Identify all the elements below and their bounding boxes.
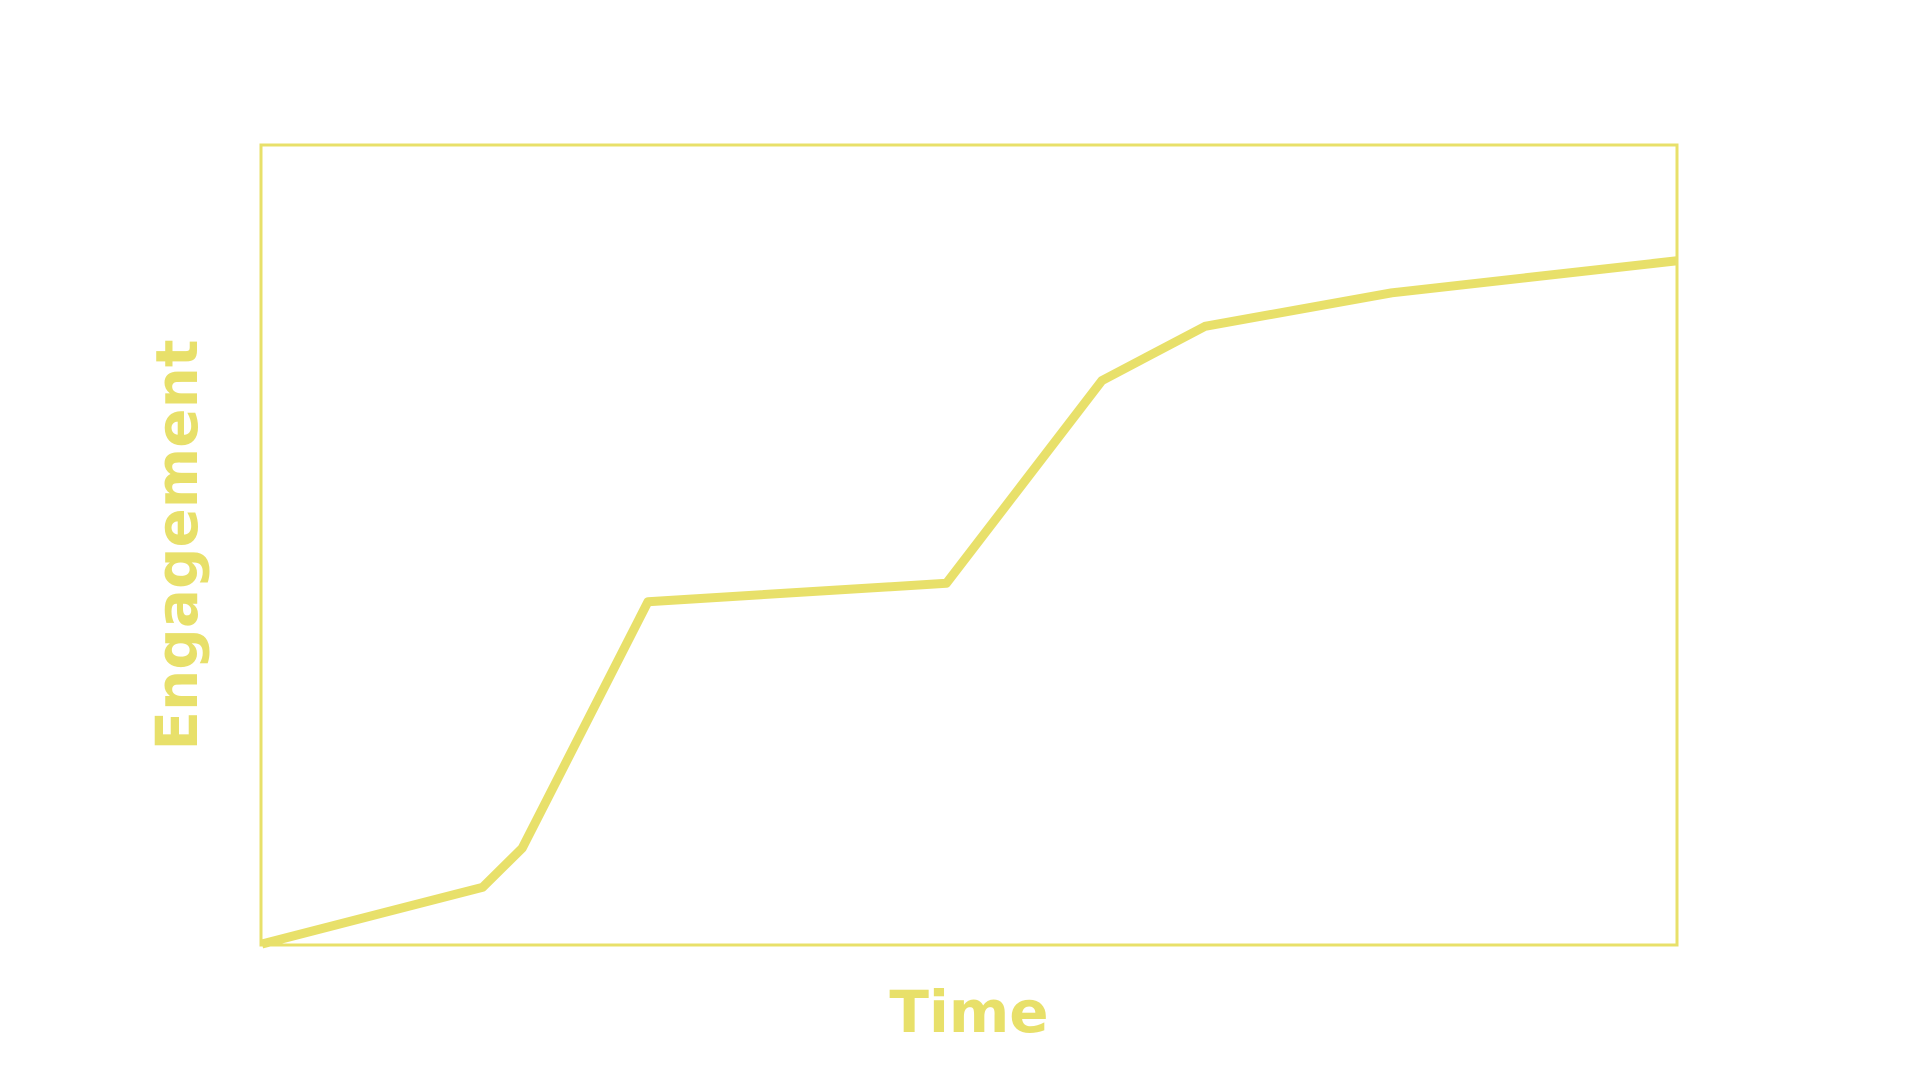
plot-area-frame bbox=[259, 143, 1679, 947]
y-axis-label: Engagement bbox=[143, 339, 211, 750]
series-line bbox=[260, 256, 1677, 949]
x-axis-label: Time bbox=[889, 978, 1048, 1046]
